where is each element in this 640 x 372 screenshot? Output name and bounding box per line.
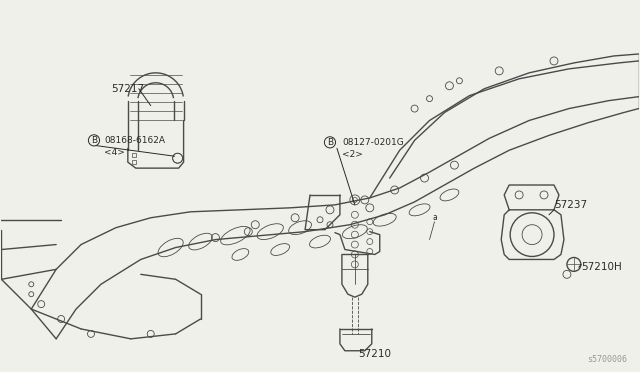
Text: B: B [327, 138, 333, 147]
Text: 08168-6162A: 08168-6162A [104, 136, 165, 145]
Text: B: B [91, 136, 97, 145]
Text: a: a [432, 213, 437, 222]
Text: 08127-0201G: 08127-0201G [342, 138, 404, 147]
Bar [132, 153, 136, 157]
Text: 57210H: 57210H [581, 262, 621, 272]
Text: <2>: <2> [342, 150, 363, 159]
Text: s5700006: s5700006 [587, 355, 627, 364]
Text: 57237: 57237 [554, 200, 587, 210]
Circle shape [173, 153, 182, 163]
Text: 57210: 57210 [358, 349, 391, 359]
Bar [132, 160, 136, 164]
Text: <4>: <4> [104, 148, 125, 157]
Text: 57217: 57217 [111, 84, 144, 94]
